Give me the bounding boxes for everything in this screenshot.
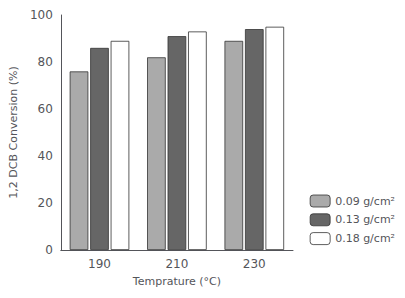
svg-text:0.18 g/cm²: 0.18 g/cm² bbox=[335, 232, 395, 245]
svg-text:80: 80 bbox=[38, 55, 53, 69]
svg-text:1,2 DCB Conversion (%): 1,2 DCB Conversion (%) bbox=[7, 66, 20, 198]
svg-text:20: 20 bbox=[38, 196, 53, 210]
svg-text:0.13 g/cm²: 0.13 g/cm² bbox=[335, 213, 395, 226]
svg-text:0: 0 bbox=[45, 243, 53, 257]
svg-text:60: 60 bbox=[38, 102, 53, 116]
svg-text:100: 100 bbox=[30, 8, 53, 22]
svg-text:230: 230 bbox=[243, 257, 266, 271]
svg-text:0.09 g/cm²: 0.09 g/cm² bbox=[335, 195, 395, 208]
svg-text:190: 190 bbox=[88, 257, 111, 271]
svg-text:40: 40 bbox=[38, 149, 53, 163]
svg-text:Temprature (°C): Temprature (°C) bbox=[132, 275, 221, 288]
svg-text:210: 210 bbox=[165, 257, 188, 271]
